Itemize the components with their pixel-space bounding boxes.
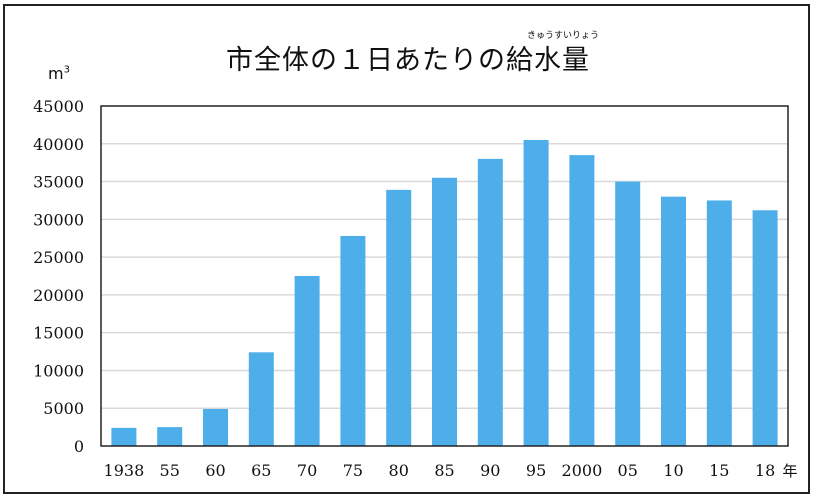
- x-tick-label: 60: [205, 461, 225, 480]
- x-tick-label: 18: [755, 461, 775, 480]
- plot-area-border: [100, 105, 789, 447]
- chart-title: 市全体の１日あたりの給水量: [226, 45, 590, 76]
- x-tick-label: 65: [251, 461, 271, 480]
- bar-80: [386, 189, 412, 446]
- y-tick-label: 30000: [33, 210, 84, 229]
- x-tick-label: 75: [343, 461, 363, 480]
- bar-18: [752, 210, 778, 446]
- bar-90: [477, 158, 503, 446]
- bar-15: [706, 200, 732, 446]
- bar-1938: [111, 427, 137, 446]
- x-tick-label: 10: [663, 461, 683, 480]
- title-ruby: きゅうすいりょう: [527, 31, 600, 41]
- y-tick-label: 40000: [33, 135, 84, 154]
- bar-60: [203, 408, 228, 446]
- y-tick-label: 15000: [33, 324, 84, 343]
- x-tick-label: 55: [160, 461, 180, 480]
- x-tick-label: 2000: [562, 461, 603, 480]
- y-tick-label: 0: [74, 437, 84, 456]
- bar-05: [615, 181, 641, 447]
- bar-65: [248, 352, 274, 446]
- x-tick-label: 15: [709, 461, 729, 480]
- bar-10: [661, 196, 686, 446]
- x-tick-label: 05: [618, 461, 638, 480]
- y-tick-label: 5000: [43, 399, 84, 418]
- y-tick-label: 20000: [33, 286, 84, 305]
- y-axis-unit: m3: [48, 64, 70, 83]
- x-tick-label: 95: [526, 461, 546, 480]
- x-axis-label: 年: [782, 462, 797, 480]
- y-tick-label: 25000: [33, 248, 84, 267]
- bar-85: [432, 177, 457, 446]
- bar-55: [157, 427, 183, 446]
- x-tick-label: 85: [434, 461, 454, 480]
- y-tick-label: 35000: [33, 173, 84, 192]
- bar-95: [523, 140, 549, 446]
- x-tick-label: 1938: [104, 461, 145, 480]
- chart-frame: [3, 4, 810, 494]
- y-tick-label: 45000: [33, 97, 84, 116]
- y-unit-sup: 3: [63, 64, 70, 76]
- x-tick-label: 90: [480, 461, 500, 480]
- bar-2000: [569, 155, 595, 446]
- y-unit-label: m: [48, 64, 64, 83]
- x-tick-label: 80: [389, 461, 409, 480]
- bar-70: [294, 276, 320, 446]
- bar-75: [340, 235, 366, 446]
- y-tick-label: 10000: [33, 361, 84, 380]
- x-tick-label: 70: [297, 461, 317, 480]
